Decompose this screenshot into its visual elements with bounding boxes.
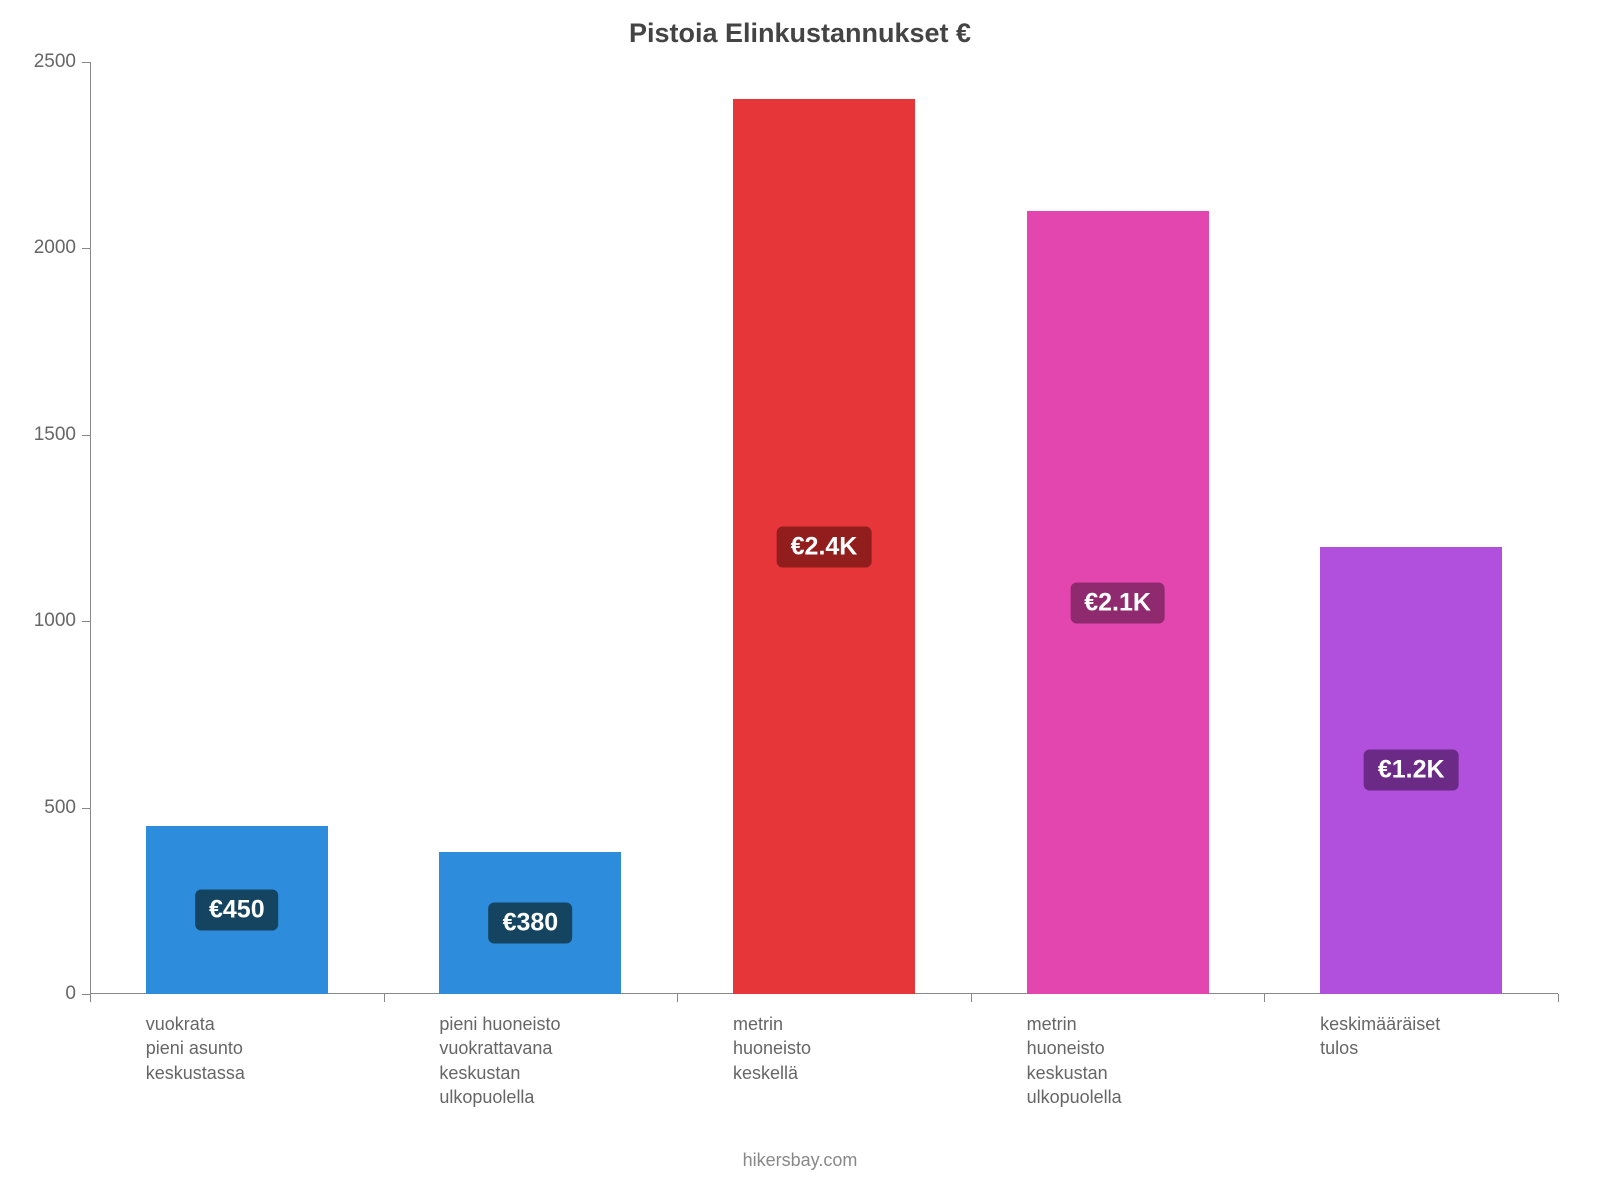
bars-layer: €450 €380 €2.4K €2.1K €1.2K — [90, 62, 1558, 994]
category-label: pieni huoneisto vuokrattavana keskustan … — [439, 1012, 621, 1109]
value-badge: €380 — [489, 903, 573, 944]
x-tick-mark — [1558, 994, 1559, 1002]
bar-chart: Pistoia Elinkustannukset € 0500100015002… — [0, 0, 1600, 1200]
y-tick-mark — [82, 994, 90, 995]
x-tick-mark — [677, 994, 678, 1002]
category-label: keskimääräiset tulos — [1320, 1012, 1502, 1061]
category-label: vuokrata pieni asunto keskustassa — [146, 1012, 328, 1085]
x-tick-mark — [971, 994, 972, 1002]
value-badge: €450 — [195, 890, 279, 931]
category-label: metrin huoneisto keskustan ulkopuolella — [1027, 1012, 1209, 1109]
y-tick-mark — [82, 248, 90, 249]
x-tick-mark — [90, 994, 91, 1002]
y-tick-mark — [82, 808, 90, 809]
y-tick-mark — [82, 62, 90, 63]
y-tick-mark — [82, 621, 90, 622]
value-badge: €1.2K — [1364, 750, 1459, 791]
y-tick-mark — [82, 435, 90, 436]
x-tick-mark — [1264, 994, 1265, 1002]
chart-title: Pistoia Elinkustannukset € — [0, 18, 1600, 49]
value-badge: €2.4K — [777, 526, 872, 567]
plot-area: 05001000150020002500 €450€380€2.4K€2.1K€… — [90, 62, 1558, 994]
x-tick-mark — [384, 994, 385, 1002]
category-label: metrin huoneisto keskellä — [733, 1012, 915, 1085]
value-badge: €2.1K — [1070, 582, 1165, 623]
chart-footer: hikersbay.com — [0, 1150, 1600, 1171]
